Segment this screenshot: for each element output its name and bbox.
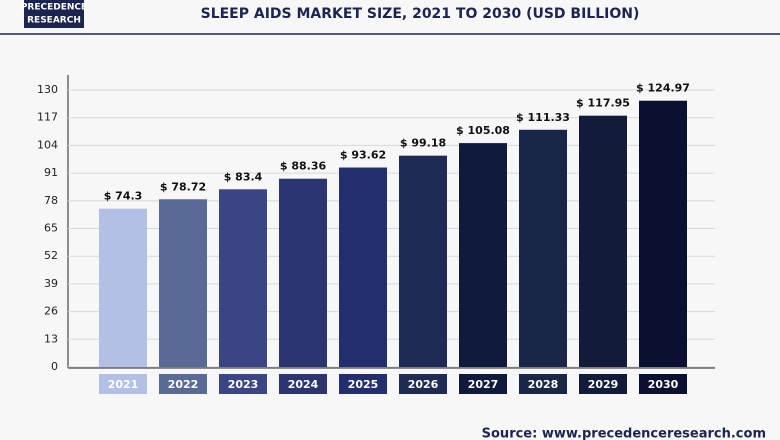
value-label: $ 74.3 [104,190,143,203]
bar [579,115,627,367]
y-tick-label: 39 [44,277,58,290]
bar [339,167,387,367]
x-tick-label: 2022 [168,378,199,391]
value-label: $ 117.95 [576,97,630,110]
y-tick-label: 104 [37,138,58,151]
category-box [399,374,447,394]
x-tick-label: 2030 [648,378,679,391]
value-label: $ 111.33 [516,111,570,124]
x-tick-label: 2023 [228,378,259,391]
category-box [519,374,567,394]
y-tick-label: 26 [44,305,58,318]
category-box [159,374,207,394]
x-tick-label: 2028 [528,378,559,391]
category-box [339,374,387,394]
x-tick-label: 2025 [348,378,379,391]
bar [159,199,207,367]
x-tick-label: 2027 [468,378,499,391]
bar [519,129,567,367]
category-box [99,374,147,394]
value-label: $ 93.62 [340,149,386,162]
bar [459,143,507,367]
bar [99,208,147,367]
logo-box [24,0,84,28]
y-tick-label: 91 [44,166,58,179]
logo-text: PRECEDENCE [21,3,87,13]
value-label: $ 99.18 [400,137,446,150]
y-tick-label: 78 [44,194,58,207]
category-box [459,374,507,394]
y-tick-label: 130 [37,83,58,96]
value-label: $ 105.08 [456,124,510,137]
x-tick-label: 2024 [288,378,319,391]
source: Source: www.precedenceresearch.com [482,427,766,440]
category-box [639,374,687,394]
y-tick-label: 52 [44,249,58,262]
y-tick-label: 0 [51,360,58,373]
bar [399,155,447,367]
value-label: $ 83.4 [224,170,263,183]
category-box [579,374,627,394]
bar [279,178,327,367]
value-label: $ 88.36 [280,160,327,173]
value-label: $ 124.97 [636,82,690,95]
bar [219,189,267,367]
value-label: $ 78.72 [160,180,206,193]
x-tick-label: 2021 [108,378,139,391]
chart-title: SLEEP AIDS MARKET SIZE, 2021 TO 2030 (US… [201,6,640,22]
y-tick-label: 65 [44,222,58,235]
logo-text: RESEARCH [27,16,81,26]
x-tick-label: 2026 [408,378,439,391]
x-tick-label: 2029 [588,378,619,391]
bar [639,100,687,367]
y-tick-label: 13 [44,332,58,345]
category-box [279,374,327,394]
category-box [219,374,267,394]
y-tick-label: 117 [37,111,58,124]
